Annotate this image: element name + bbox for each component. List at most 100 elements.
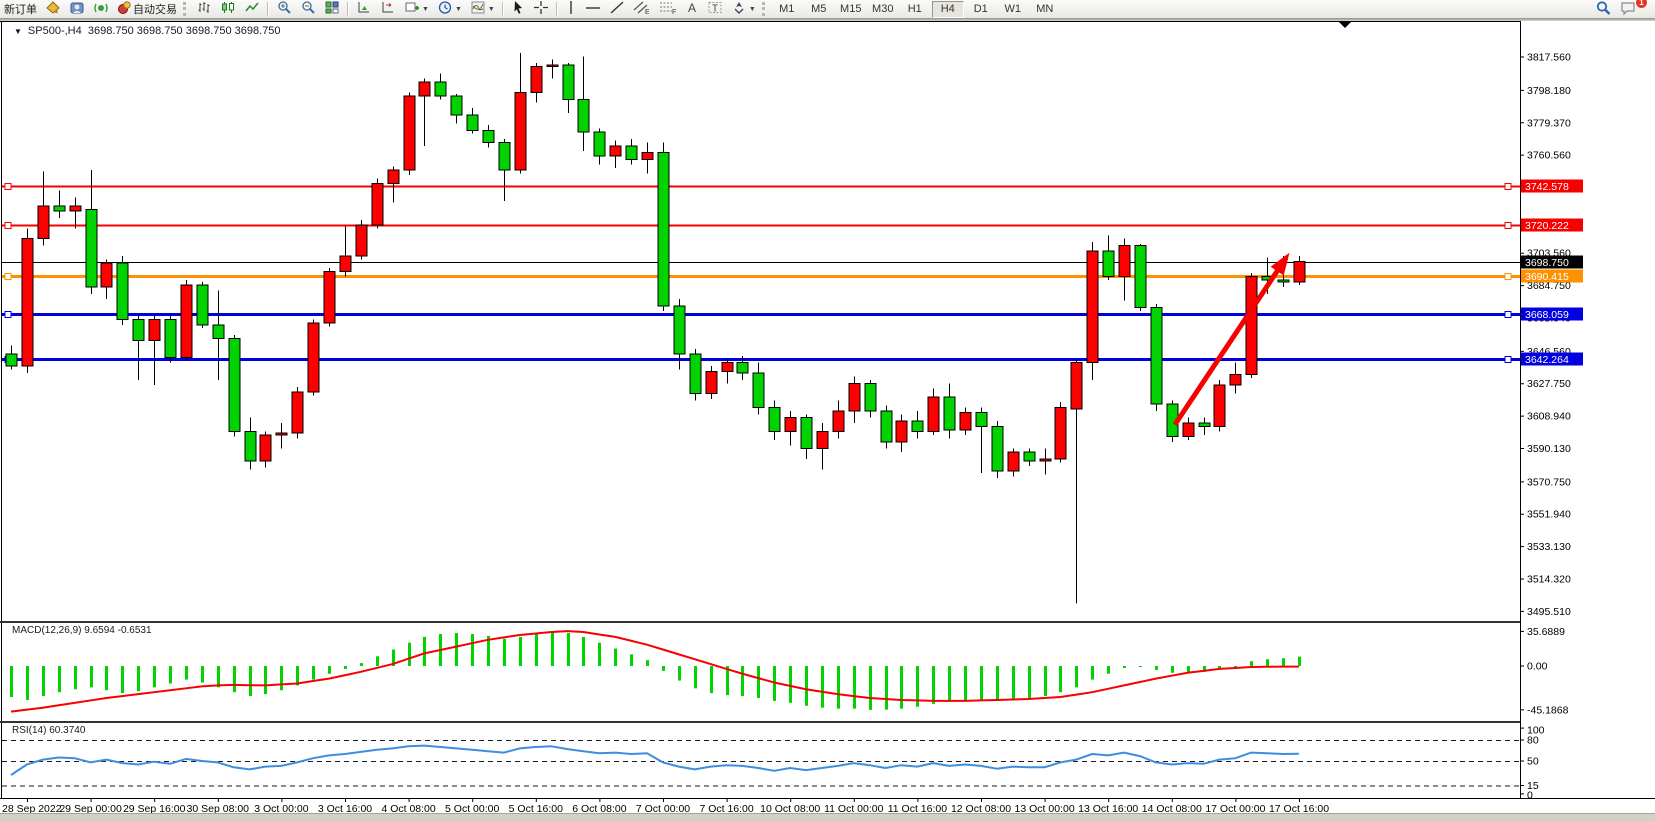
macd-pane[interactable]: 35.6889 0.00 -45.1868	[10, 626, 1569, 716]
hline-handle[interactable]	[1504, 221, 1512, 230]
bucket-icon	[45, 0, 61, 18]
price-tick-label: 3551.940	[1527, 509, 1571, 521]
hline-handle[interactable]	[1504, 272, 1512, 281]
line-chart-button[interactable]	[241, 1, 263, 17]
macd-bar	[42, 666, 45, 697]
macd-bar	[185, 666, 188, 680]
tile-windows-button[interactable]	[321, 1, 343, 17]
zoom-out-button[interactable]	[297, 1, 319, 17]
price-tick-label: 3684.750	[1527, 280, 1571, 292]
macd-bar	[153, 666, 156, 688]
macd-bar	[26, 666, 29, 700]
bars-chart-button[interactable]	[193, 1, 215, 17]
timeframe-button-m1[interactable]: M1	[779, 3, 795, 15]
signals-button[interactable]	[90, 1, 112, 17]
macd-bar	[1203, 666, 1206, 672]
auto-trading-button[interactable]: 自动交易	[114, 1, 180, 17]
text-icon: A	[685, 0, 699, 18]
vertical-line-icon	[565, 0, 577, 18]
zoom-out-icon	[300, 0, 316, 18]
text-button[interactable]: A	[682, 1, 702, 17]
time-tick-label: 5 Oct 00:00	[445, 803, 499, 813]
new-order-label: 新订单	[4, 4, 37, 16]
macd-bar	[614, 648, 617, 666]
hline-handle[interactable]	[1504, 182, 1512, 191]
timeframe-button-h4[interactable]: H4	[931, 0, 964, 18]
hline-handle[interactable]	[4, 182, 12, 191]
auto-trading-label: 自动交易	[133, 4, 177, 16]
timeframe-button-mn[interactable]: MN	[1036, 3, 1054, 15]
macd-bar	[1107, 666, 1110, 674]
rsi-tick-label: 100	[1527, 725, 1545, 737]
trendline-button[interactable]	[606, 1, 628, 17]
label-button[interactable]: T	[704, 1, 726, 17]
indicators-button[interactable]: ▼	[467, 1, 498, 17]
zoom-in-button[interactable]	[273, 1, 295, 17]
timeframe-button-m5[interactable]: M5	[811, 3, 827, 15]
fibonacci-button[interactable]: F	[656, 1, 680, 17]
community-button[interactable]	[66, 1, 88, 17]
crosshair-button[interactable]	[530, 1, 552, 17]
macd-bar	[1059, 666, 1062, 693]
time-tick-label: 3 Oct 16:00	[318, 803, 372, 813]
price-badge-label: 3642.264	[1525, 354, 1569, 366]
shapes-button[interactable]: ▼	[728, 1, 759, 17]
arrange-charts-icon	[356, 0, 372, 18]
chart-shift-button[interactable]	[377, 1, 399, 17]
macd-bar	[1250, 661, 1253, 666]
macd-bar	[630, 654, 633, 666]
hline-handle[interactable]	[1504, 310, 1512, 319]
vertical-line-button[interactable]	[562, 1, 580, 17]
auto-scroll-button[interactable]	[353, 1, 375, 17]
new-order-button[interactable]: 新订单	[1, 1, 40, 17]
trend-arrow-annotation[interactable]	[1172, 252, 1290, 427]
notifications-button[interactable]: 1	[1617, 0, 1647, 17]
chevron-down-icon: ▼	[748, 5, 756, 13]
timeframe-button-m30[interactable]: M30	[872, 3, 894, 15]
price-tick-label: 3703.560	[1527, 248, 1571, 260]
timeframe-button-m15[interactable]: M15	[840, 3, 862, 15]
periods-button[interactable]: ▼	[434, 1, 465, 17]
price-badge	[1521, 218, 1583, 232]
hline-handle[interactable]	[1504, 355, 1512, 364]
search-button[interactable]	[1592, 0, 1615, 17]
time-tick-label: 7 Oct 16:00	[699, 803, 753, 813]
macd-indicator-label: MACD(12,26,9) 9.6594 -0.6531	[12, 625, 152, 636]
macd-bar	[1218, 666, 1221, 669]
macd-bar	[121, 666, 124, 694]
price-badge-label: 3668.059	[1525, 309, 1569, 321]
cursor-button[interactable]	[508, 1, 528, 17]
chart-shift-marker[interactable]	[1339, 22, 1351, 28]
macd-bar	[1266, 659, 1269, 666]
price-badge-label: 3742.578	[1525, 181, 1569, 193]
window-frame-edge	[0, 18, 1655, 21]
hline-handle[interactable]	[4, 272, 12, 281]
macd-bar	[312, 666, 315, 680]
macd-bar	[741, 666, 744, 697]
chart-window[interactable]: 3817.560 3798.180 3779.370 3760.560 3703.560…	[0, 18, 1655, 813]
new-chart-button[interactable]: ▼	[401, 1, 432, 17]
time-tick-label: 12 Oct 08:00	[951, 803, 1011, 813]
timeframe-button-d1[interactable]: D1	[973, 3, 988, 15]
styler-button[interactable]	[42, 1, 64, 17]
macd-bar	[710, 666, 713, 694]
price-tick-label: 3779.370	[1527, 117, 1571, 129]
one-click-trading-arrow[interactable]: ▼	[14, 27, 22, 36]
candles[interactable]	[5, 52, 1306, 604]
price-badge	[1521, 352, 1583, 366]
hline-handle[interactable]	[4, 310, 12, 319]
macd-bar	[408, 642, 411, 666]
hline-handle[interactable]	[4, 221, 12, 230]
timeframe-button-w1[interactable]: W1	[1004, 3, 1022, 15]
timeframe-button-h1[interactable]: H1	[907, 3, 922, 15]
price-scale[interactable]: 3817.560 3798.180 3779.370 3760.560 3703.560…	[1520, 21, 1655, 798]
cursor-icon	[511, 0, 525, 18]
candles-chart-button[interactable]	[217, 1, 239, 17]
time-tick-label: 10 Oct 08:00	[760, 803, 820, 813]
svg-text:T: T	[712, 4, 718, 15]
price-chart[interactable]: 3817.560 3798.180 3779.370 3760.560 3703.560…	[0, 18, 1655, 813]
channel-button[interactable]: E	[630, 1, 654, 17]
horizontal-line-button[interactable]	[582, 1, 604, 17]
